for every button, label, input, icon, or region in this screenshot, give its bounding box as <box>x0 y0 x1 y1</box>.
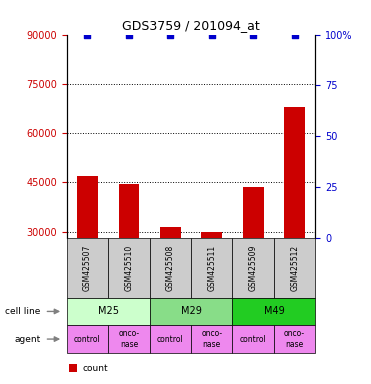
Bar <box>233 238 274 298</box>
Bar <box>67 298 150 325</box>
Bar <box>233 298 315 325</box>
Text: M29: M29 <box>181 306 201 316</box>
Bar <box>69 364 77 372</box>
Text: control: control <box>74 334 101 344</box>
Text: agent: agent <box>14 334 41 344</box>
Text: onco-
nase: onco- nase <box>284 329 305 349</box>
Bar <box>191 238 233 298</box>
Text: control: control <box>157 334 184 344</box>
Point <box>167 31 173 38</box>
Bar <box>150 238 191 298</box>
Text: GSM425510: GSM425510 <box>124 245 134 291</box>
Text: M49: M49 <box>263 306 284 316</box>
Point <box>292 31 298 38</box>
Point <box>209 31 215 38</box>
Point <box>85 31 91 38</box>
Text: control: control <box>240 334 267 344</box>
Bar <box>67 238 108 298</box>
Bar <box>274 238 315 298</box>
Text: onco-
nase: onco- nase <box>201 329 222 349</box>
Bar <box>119 184 139 330</box>
Text: GSM425511: GSM425511 <box>207 245 216 291</box>
Bar <box>160 227 181 330</box>
Text: GSM425508: GSM425508 <box>166 245 175 291</box>
Bar <box>67 325 108 353</box>
Bar <box>77 176 98 330</box>
Bar <box>150 325 191 353</box>
Bar <box>243 187 263 330</box>
Bar <box>274 325 315 353</box>
Bar <box>108 238 150 298</box>
Text: GSM425512: GSM425512 <box>290 245 299 291</box>
Text: cell line: cell line <box>6 307 41 316</box>
Point <box>250 31 256 38</box>
Bar <box>201 232 222 330</box>
Bar <box>150 298 233 325</box>
Bar <box>191 325 233 353</box>
Text: M25: M25 <box>98 306 119 316</box>
Text: count: count <box>82 364 108 373</box>
Point <box>126 31 132 38</box>
Text: GSM425507: GSM425507 <box>83 245 92 291</box>
Bar <box>233 325 274 353</box>
Text: GSM425509: GSM425509 <box>249 245 258 291</box>
Text: onco-
nase: onco- nase <box>118 329 139 349</box>
Bar <box>284 107 305 330</box>
Title: GDS3759 / 201094_at: GDS3759 / 201094_at <box>122 19 260 32</box>
Bar <box>108 325 150 353</box>
